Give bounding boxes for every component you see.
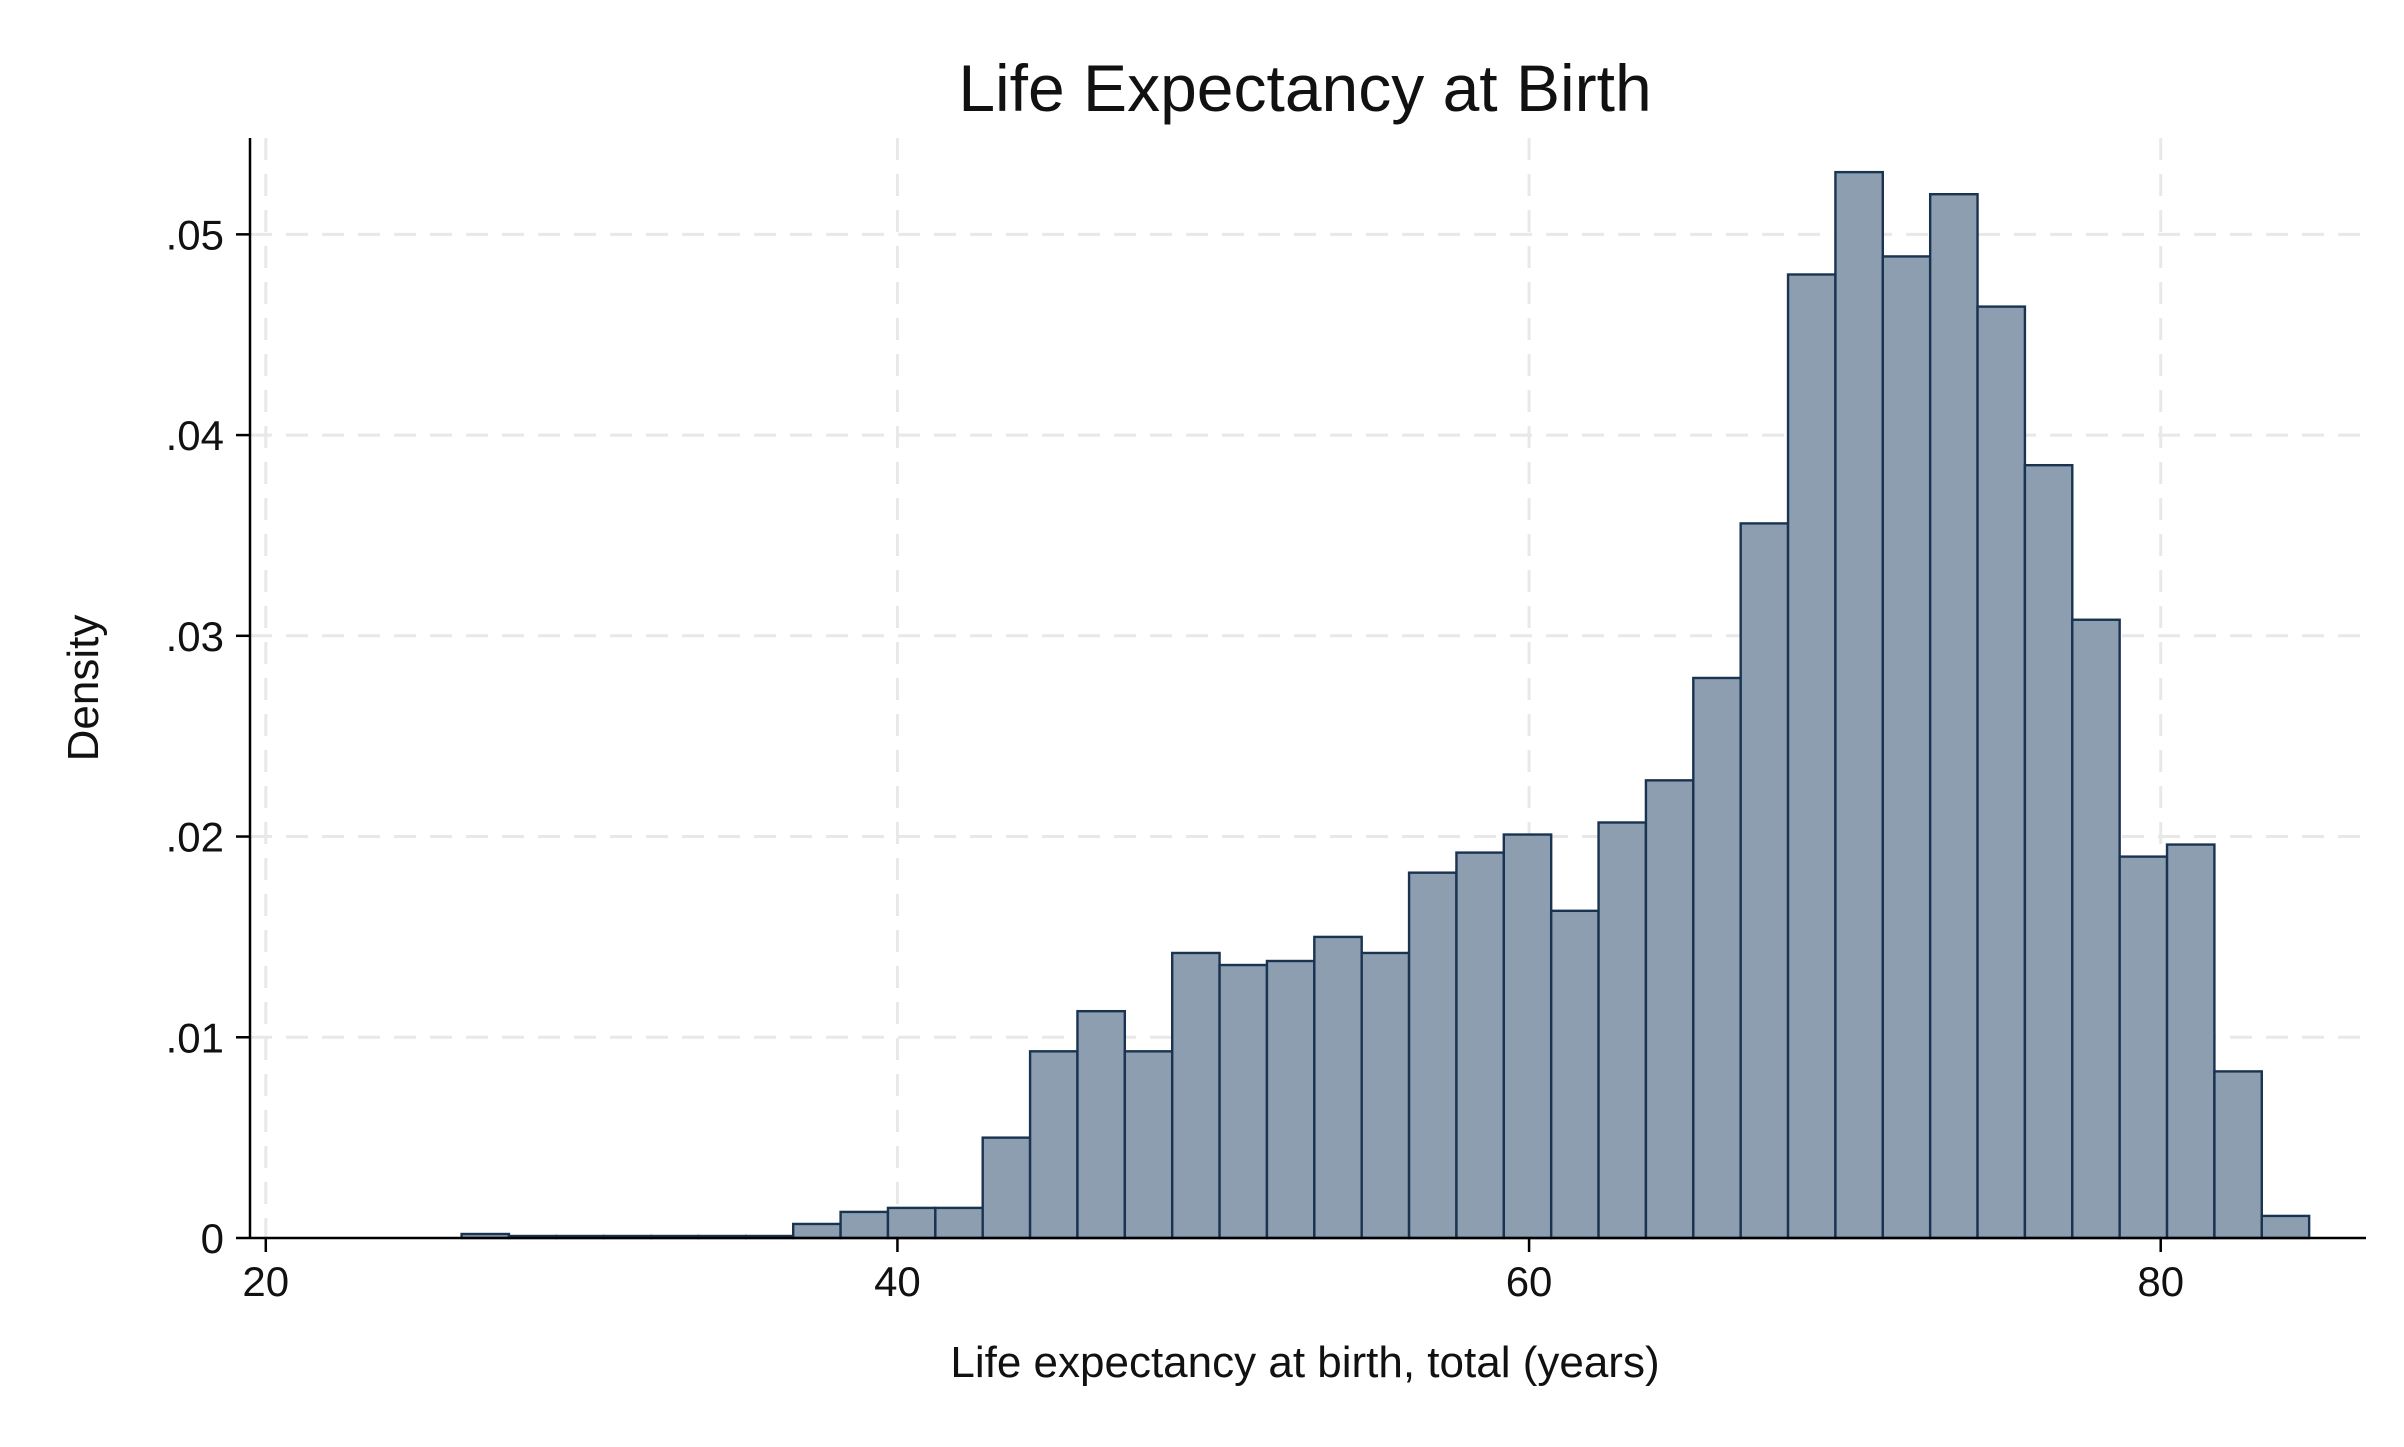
histogram-bar — [792, 1222, 842, 1240]
y-tick-label: .04 — [166, 412, 224, 459]
histogram-bar — [1218, 963, 1269, 1240]
histogram-bar — [1123, 1050, 1174, 1240]
histogram-bar — [886, 1206, 937, 1240]
histogram-bar — [1834, 170, 1884, 1240]
axes: 0 .01 .02 .03 .04 .05 20 40 60 80 — [166, 138, 2366, 1305]
y-tick-label: .01 — [166, 1014, 224, 1061]
x-tick-label: 20 — [242, 1258, 289, 1305]
y-tick-label: .05 — [166, 211, 224, 258]
histogram-bar — [1313, 935, 1363, 1240]
histogram-bar — [1739, 522, 1790, 1240]
x-tick-label: 60 — [1506, 1258, 1553, 1305]
y-tick-label: .03 — [166, 613, 224, 660]
histogram-bar — [1028, 1050, 1079, 1240]
histogram-bar — [934, 1206, 984, 1240]
histogram-bar — [2165, 843, 2216, 1240]
histogram-bars — [460, 170, 2311, 1240]
histogram-bar — [1407, 871, 1458, 1240]
y-tick-label: .02 — [166, 814, 224, 861]
histogram-bar — [1170, 951, 1221, 1240]
y-tick-label: 0 — [201, 1215, 224, 1262]
x-axis-label: Life expectancy at birth, total (years) — [950, 1338, 1659, 1387]
histogram-bar — [2213, 1070, 2263, 1240]
histogram-bar — [1692, 676, 1742, 1240]
histogram-bar — [2071, 618, 2121, 1240]
chart-title: Life Expectancy at Birth — [958, 51, 1651, 125]
histogram-bar — [839, 1210, 890, 1240]
histogram-bar — [1360, 951, 1411, 1240]
histogram-bar — [1265, 959, 1316, 1240]
histogram-bar — [2023, 463, 2074, 1240]
x-tick-label: 80 — [2137, 1258, 2184, 1305]
histogram-bar — [1597, 821, 1648, 1240]
histogram-bar — [1976, 305, 2027, 1240]
histogram-bar — [1786, 273, 1837, 1240]
histogram-bar — [1928, 193, 1979, 1240]
histogram-bar — [1455, 851, 1506, 1240]
y-axis-label: Density — [59, 615, 108, 762]
histogram-bar — [1644, 779, 1695, 1240]
histogram-bar — [1881, 255, 1932, 1240]
histogram-bar — [2260, 1214, 2311, 1240]
histogram-bar — [1549, 909, 1600, 1240]
x-tick-label: 40 — [874, 1258, 921, 1305]
histogram-bar — [2118, 855, 2169, 1240]
histogram-bar — [1502, 833, 1553, 1240]
histogram-bar — [1076, 1009, 1127, 1240]
histogram-bar — [981, 1136, 1032, 1240]
